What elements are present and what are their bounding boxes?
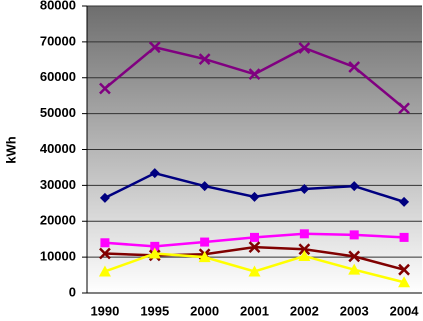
marker [148, 41, 161, 54]
marker [99, 82, 111, 95]
marker [198, 251, 211, 263]
marker [348, 250, 361, 263]
marker [299, 229, 309, 239]
y-tick-label: 50000 [40, 105, 76, 120]
marker [398, 276, 411, 288]
x-tick-label: 2002 [290, 303, 319, 318]
marker [399, 196, 410, 207]
marker [299, 183, 310, 194]
marker [348, 61, 361, 73]
y-tick-label: 60000 [40, 69, 76, 84]
y-axis-label: kWh [3, 136, 18, 164]
y-tick-label: 10000 [40, 249, 76, 264]
marker [298, 243, 311, 256]
marker [399, 232, 409, 242]
marker [199, 181, 210, 192]
marker [200, 237, 210, 247]
marker [298, 42, 311, 54]
marker [398, 263, 410, 276]
marker [148, 247, 161, 259]
marker [248, 265, 261, 277]
y-tick-label: 40000 [40, 141, 76, 156]
marker [100, 238, 110, 248]
y-tick-label: 80000 [40, 0, 76, 12]
marker [349, 181, 360, 192]
y-tick-label: 0 [69, 284, 76, 299]
marker [98, 265, 111, 277]
marker [249, 191, 260, 202]
x-tick-label: 2004 [390, 303, 420, 318]
x-tick-label: 2003 [340, 303, 369, 318]
marker [250, 232, 259, 242]
marker [198, 53, 211, 65]
marker [398, 102, 410, 115]
marker [150, 241, 160, 251]
marker [248, 241, 261, 253]
y-tick-label: 70000 [40, 33, 76, 48]
marker [348, 263, 361, 275]
y-tick-label: 20000 [40, 213, 76, 228]
marker [99, 192, 110, 203]
marker [99, 247, 111, 260]
x-tick-label: 1995 [140, 303, 169, 318]
x-tick-label: 2000 [190, 303, 219, 318]
marker [298, 250, 311, 262]
x-tick-label: 2001 [240, 303, 269, 318]
marker [149, 168, 160, 179]
marker [248, 68, 261, 81]
x-tick-label: 1990 [90, 303, 119, 318]
y-tick-label: 30000 [40, 177, 76, 192]
marker [349, 230, 359, 240]
